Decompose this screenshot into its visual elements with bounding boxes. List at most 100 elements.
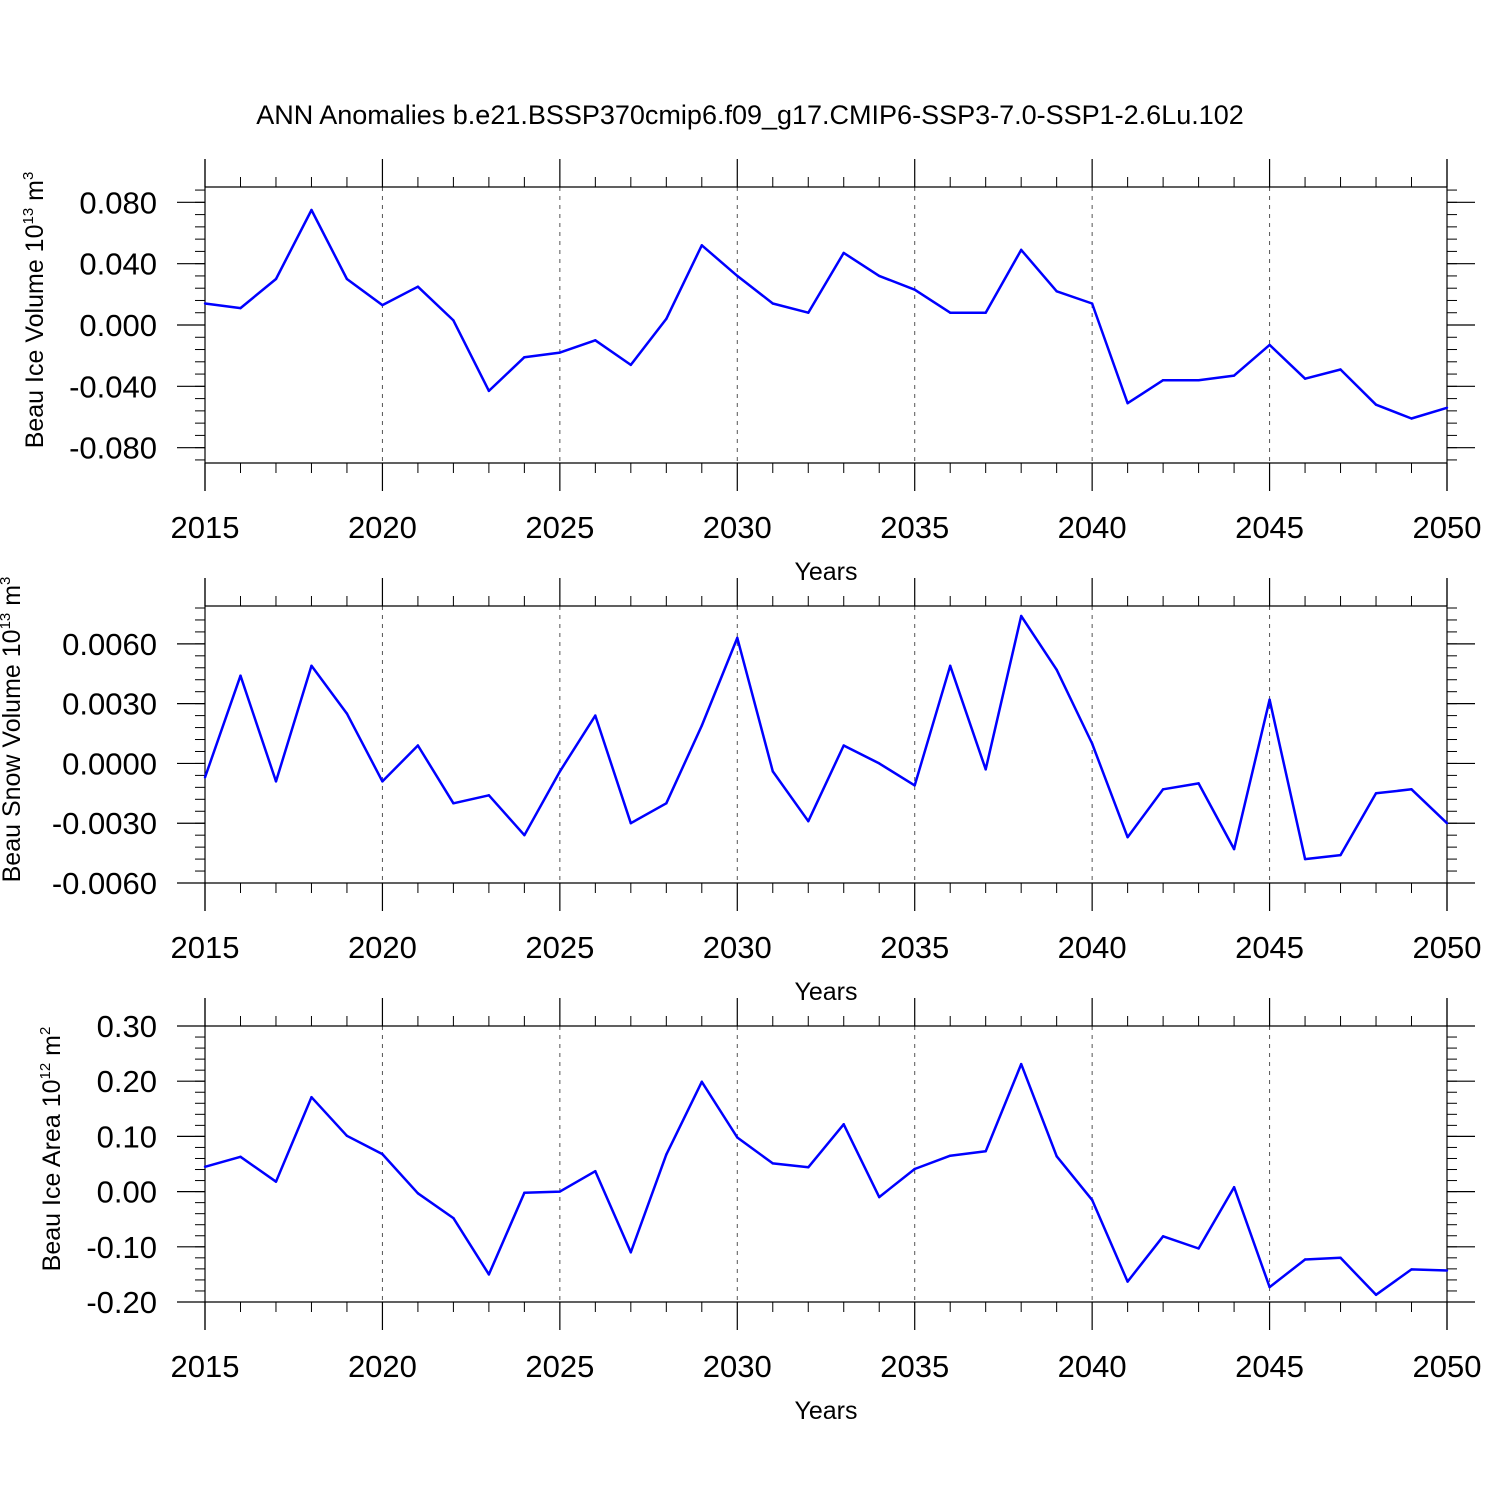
series-line	[204, 208, 1448, 420]
data-point	[1303, 857, 1307, 861]
data-point	[523, 833, 526, 837]
data-point	[558, 770, 562, 773]
data-point	[558, 1190, 562, 1193]
data-point	[1374, 792, 1378, 795]
x-tick-label: 2040	[1058, 1349, 1127, 1384]
data-point	[345, 1134, 349, 1138]
panel-3: 2015 2020 2025 2030 2035 2040 2045 2050 Years 0.3…	[37, 998, 1481, 1425]
y-axis-label: Beau Ice Area 1012 m2	[37, 1027, 66, 1272]
data-point	[1055, 290, 1058, 293]
data-point	[310, 1096, 313, 1099]
data-point	[736, 1136, 739, 1139]
data-point	[771, 302, 774, 305]
data-point	[913, 784, 916, 787]
data-point	[807, 311, 810, 314]
data-point	[842, 744, 845, 747]
y-tick-label: -0.0030	[52, 806, 157, 841]
data-point	[984, 311, 987, 314]
data-point	[274, 277, 278, 281]
data-point	[913, 288, 916, 291]
data-point	[416, 285, 420, 288]
panel-2: 2015 2020 2025 2030 2035 2040 2045 2050 Years 0.0…	[0, 577, 1481, 1006]
data-point	[239, 306, 242, 310]
data-point	[1161, 379, 1165, 382]
data-point	[594, 339, 597, 342]
data-point	[274, 1180, 278, 1183]
x-tick-label: 2030	[703, 930, 772, 965]
data-point	[736, 636, 739, 640]
x-tick-label: 2015	[171, 510, 240, 545]
data-point	[807, 820, 810, 823]
data-point	[1410, 788, 1413, 791]
y-tick-label: 0.0030	[62, 687, 157, 722]
y-tick-label: -0.040	[69, 369, 157, 404]
y-axis-label: Beau Ice Volume 1013 m3	[20, 172, 49, 449]
y-tick-label: 0.0060	[62, 627, 157, 662]
data-point	[1126, 835, 1129, 839]
data-point	[949, 311, 952, 314]
data-point	[913, 1167, 916, 1171]
y-tick-label: -0.20	[86, 1285, 157, 1320]
series-line	[204, 1062, 1448, 1297]
data-point	[1055, 1155, 1058, 1158]
data-point	[1019, 1062, 1023, 1066]
x-axis-label: Years	[794, 1397, 857, 1425]
x-tick-label: 2015	[171, 930, 240, 965]
x-tick-label: 2015	[171, 1349, 240, 1384]
y-tick-label: 0.0000	[62, 746, 157, 781]
data-point	[878, 762, 881, 765]
data-point	[381, 780, 384, 783]
data-point	[665, 802, 668, 805]
data-point	[1410, 417, 1413, 420]
chart-title: ANN Anomalies b.e21.BSSP370cmip6.f09_g17…	[256, 100, 1244, 130]
y-tick-label: 0.20	[97, 1064, 157, 1099]
x-tick-label: 2020	[348, 930, 417, 965]
panels: 2015 2020 2025 2030 2035 2040 2045 2050 Years 0.0…	[0, 159, 1481, 1425]
data-point	[1126, 1280, 1129, 1283]
data-point	[345, 712, 349, 715]
data-point	[1090, 1198, 1094, 1202]
data-point	[771, 770, 774, 773]
x-tick-label: 2035	[880, 930, 949, 965]
data-point	[842, 251, 845, 255]
x-tick-label: 2020	[348, 510, 417, 545]
data-point	[1303, 1258, 1307, 1261]
data-point	[310, 208, 313, 212]
data-point	[381, 303, 384, 307]
x-tick-label: 2045	[1235, 930, 1304, 965]
data-point	[629, 822, 633, 825]
data-point	[1055, 668, 1058, 671]
data-point	[1445, 1269, 1449, 1272]
x-tick-label: 2035	[880, 510, 949, 545]
data-point	[594, 714, 597, 717]
data-point	[629, 363, 633, 367]
data-point	[1019, 248, 1023, 252]
data-point	[1268, 698, 1271, 701]
data-point	[239, 1155, 242, 1159]
data-point	[771, 1162, 774, 1165]
data-point	[878, 1195, 881, 1199]
data-point	[1161, 1235, 1165, 1238]
data-point	[1126, 402, 1129, 405]
data-point	[558, 351, 562, 354]
data-point	[665, 317, 668, 321]
x-tick-label: 2040	[1058, 930, 1127, 965]
data-point	[274, 780, 278, 783]
y-tick-label: 0.30	[97, 1009, 157, 1044]
x-tick-label: 2050	[1413, 930, 1482, 965]
y-tick-label: 0.10	[97, 1119, 157, 1154]
x-tick-label: 2050	[1413, 510, 1482, 545]
y-tick-label: 0.040	[79, 247, 157, 282]
y-tick-label: -0.0060	[52, 866, 157, 901]
data-point	[203, 1165, 207, 1168]
data-point	[1445, 406, 1449, 409]
data-point	[700, 244, 703, 247]
data-point	[381, 1152, 384, 1156]
x-tick-label: 2025	[525, 1349, 594, 1384]
data-point	[452, 1216, 455, 1220]
data-point	[1445, 822, 1449, 825]
data-point	[1374, 1293, 1378, 1297]
data-point	[487, 1273, 491, 1276]
panel-1: 2015 2020 2025 2030 2035 2040 2045 2050 Years 0.0…	[20, 159, 1481, 586]
